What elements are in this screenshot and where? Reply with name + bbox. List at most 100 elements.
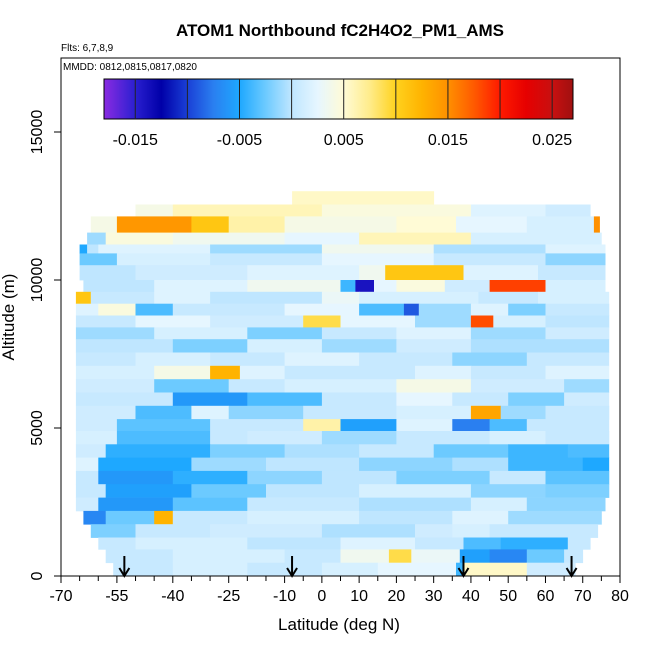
heatmap-cell <box>355 280 375 293</box>
heatmap-cell <box>396 405 472 420</box>
heatmap-cell <box>489 549 528 564</box>
heatmap-cell <box>284 365 416 380</box>
heatmap-cell <box>90 291 155 304</box>
heatmap-cell <box>98 457 192 472</box>
heatmap-cell <box>210 244 323 254</box>
heatmap-cell <box>538 291 610 304</box>
heatmap-cell <box>292 191 435 205</box>
y-tick-label: 5000 <box>29 410 46 446</box>
heatmap-cell <box>75 315 136 328</box>
heatmap-cell <box>470 232 602 245</box>
heatmap-cell <box>210 419 304 432</box>
heatmap-cell <box>172 232 285 245</box>
heatmap-cell <box>154 510 174 525</box>
heatmap-cell <box>396 379 472 393</box>
heatmap-cell <box>135 303 174 316</box>
heatmap-cell <box>489 419 528 432</box>
heatmap-cell <box>340 315 416 328</box>
heatmap-cell <box>489 280 546 293</box>
heatmap-cell <box>470 315 494 328</box>
heatmap-cell <box>567 537 591 550</box>
heatmap-cell <box>75 405 136 420</box>
heatmap-cell <box>247 470 323 485</box>
heatmap-cell <box>545 484 610 498</box>
heatmap-cell <box>172 204 323 217</box>
heatmap-cell <box>116 253 211 266</box>
heatmap-cell <box>228 379 285 393</box>
heatmap-cell <box>284 352 360 367</box>
heatmap-cell <box>105 484 192 498</box>
heatmap-cell <box>359 303 405 316</box>
heatmap-cell <box>564 379 610 393</box>
heatmap-cell <box>463 265 539 281</box>
heatmap-cell <box>545 431 610 445</box>
heatmap-cells <box>75 191 610 577</box>
heatmap-cell <box>135 204 174 217</box>
heatmap-cell <box>340 280 356 293</box>
heatmap-cell <box>564 549 584 564</box>
heatmap-cell <box>75 392 174 407</box>
heatmap-cell <box>321 562 379 577</box>
x-tick-label: -10 <box>273 588 296 605</box>
heatmap-cell <box>321 204 472 217</box>
heatmap-cell <box>135 537 248 550</box>
heatmap-cell <box>116 216 192 234</box>
heatmap-cell <box>303 405 397 420</box>
heatmap-cell <box>172 510 248 525</box>
heatmap-cell <box>75 352 136 367</box>
heatmap-cell <box>470 204 546 217</box>
heatmap-cell <box>210 431 248 445</box>
heatmap-cell <box>374 280 397 293</box>
heatmap-cell <box>284 549 341 564</box>
heatmap-cell <box>452 419 490 432</box>
heatmap-cell <box>154 291 211 304</box>
colorbar-tick-label: 0.025 <box>532 132 572 149</box>
heatmap-cell <box>284 303 360 316</box>
dates-note: MMDD: 0812,0815,0817,0820 <box>63 62 197 73</box>
heatmap-cell <box>98 303 136 316</box>
heatmap-cell <box>303 419 341 432</box>
heatmap-cell <box>113 562 174 577</box>
heatmap-cell <box>172 562 248 577</box>
heatmap-cell <box>90 216 118 234</box>
heatmap-cell <box>75 339 174 353</box>
heatmap-cell <box>340 419 397 432</box>
heatmap-cell <box>500 405 546 420</box>
heatmap-cell <box>359 265 386 281</box>
heatmap-cell <box>154 365 211 380</box>
colorbar-tick-label: 0.005 <box>324 132 364 149</box>
y-tick-label: 15000 <box>29 110 46 155</box>
heatmap-cell <box>210 253 323 266</box>
y-axis-title: Altitude (m) <box>0 274 18 361</box>
heatmap-cell <box>444 280 490 293</box>
heatmap-cell <box>116 419 211 432</box>
heatmap-cell <box>470 484 546 498</box>
heatmap-cell <box>135 265 248 281</box>
heatmap-cell <box>266 484 360 498</box>
colorbar-tick-label: 0.015 <box>428 132 468 149</box>
heatmap-cell <box>321 431 397 445</box>
x-tick-label: 70 <box>574 588 592 605</box>
heatmap-cell <box>228 405 304 420</box>
heatmap-cell <box>359 484 472 498</box>
heatmap-cell <box>470 327 546 340</box>
heatmap-cell <box>228 216 285 234</box>
heatmap-cell <box>172 392 248 407</box>
heatmap-cell <box>75 431 118 445</box>
colorbar-gradient <box>103 78 574 120</box>
heatmap-cell <box>545 315 610 328</box>
heatmap-cell <box>321 253 435 266</box>
heatmap-cell <box>508 444 569 458</box>
heatmap-cell <box>359 232 472 245</box>
heatmap-cell <box>321 392 397 407</box>
heatmap-cell <box>135 524 211 538</box>
heatmap-cell <box>526 549 565 564</box>
heatmap-cell <box>433 291 479 304</box>
heatmap-cell <box>470 379 565 393</box>
heatmap-cell <box>396 431 490 445</box>
heatmap-cell <box>210 291 323 304</box>
heatmap-cell <box>321 470 397 485</box>
x-tick-label: -40 <box>161 588 184 605</box>
heatmap-cell <box>396 470 490 485</box>
